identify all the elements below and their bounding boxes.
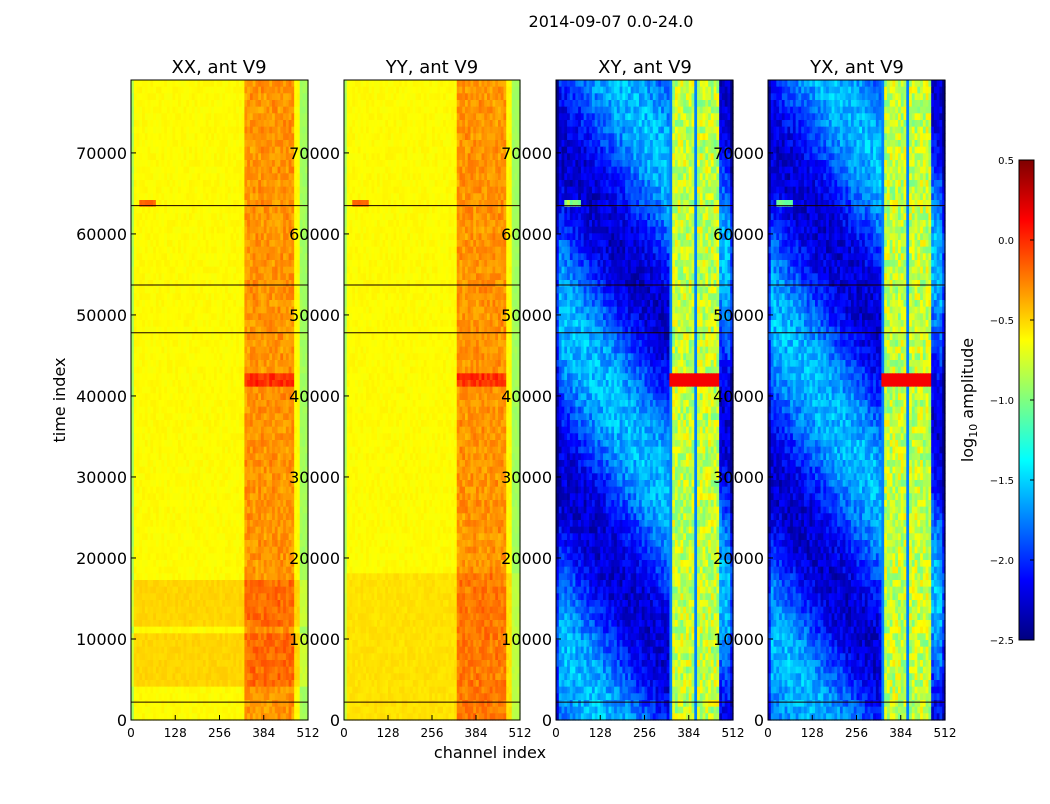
figure-suptitle: 2014-09-07 0.0-24.0 [529,12,694,31]
heatmap-xx [131,80,309,721]
panel-title-xx: XX, ant V9 [171,57,266,78]
